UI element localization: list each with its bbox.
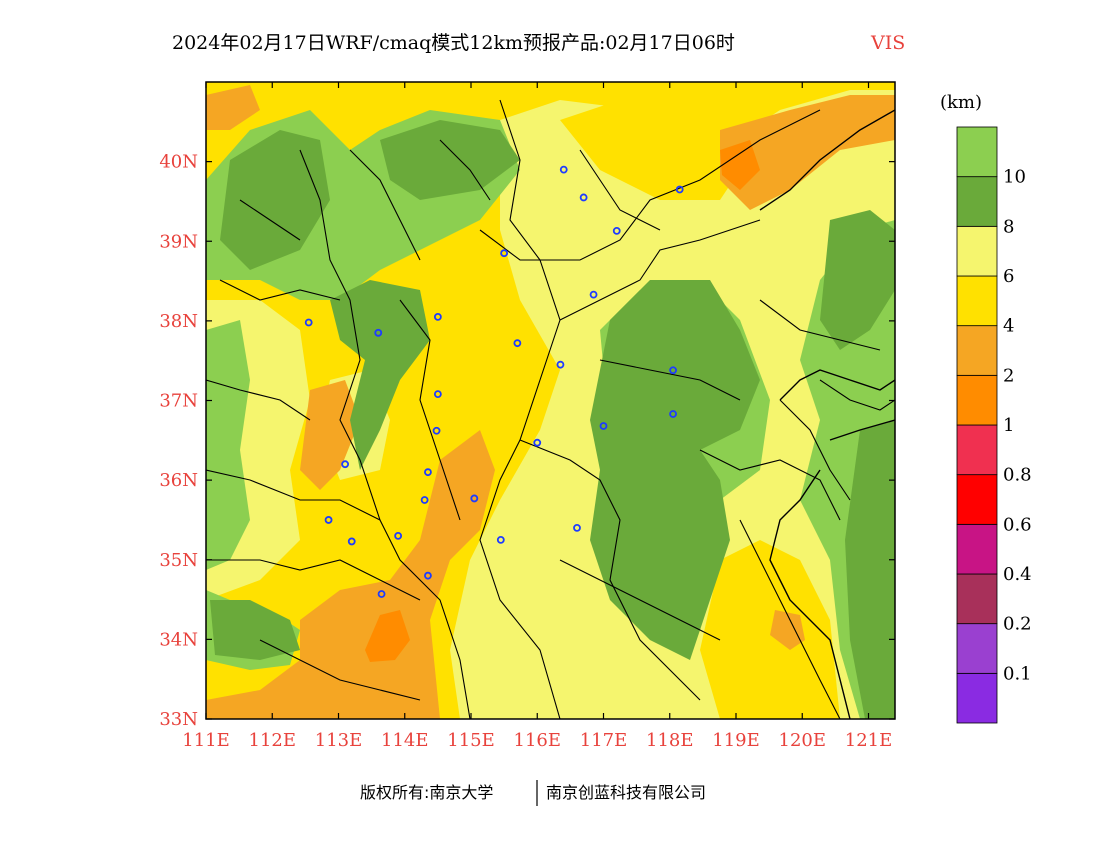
legend-swatch: [956, 126, 998, 178]
copyright-text: 版权所有:南京大学: [360, 783, 493, 802]
lon-tick-label: 116E: [514, 730, 562, 751]
station-circle-icon: [433, 390, 442, 399]
vis-region-4-6-coast: [700, 540, 840, 719]
vis-region-8-10-sea: [820, 210, 895, 350]
vis-region-10-plus-west: [206, 320, 250, 570]
province-boundaries: [206, 99, 895, 719]
station-circle-icon: [559, 165, 568, 174]
lat-tick-label: 38N: [159, 311, 198, 332]
vis-region-8-10-shandong: [590, 280, 760, 660]
station-circle-icon: [579, 193, 588, 202]
station-circle-icon: [589, 290, 598, 299]
lon-tick-label: 117E: [580, 730, 628, 751]
station-circle-icon: [433, 312, 442, 321]
legend-label: 0.1: [1003, 663, 1032, 684]
vis-region-2-4-south: [206, 430, 495, 719]
vis-region-8-10-southwest: [210, 600, 300, 660]
legend-swatch: [956, 474, 998, 525]
station-circle-icon: [669, 366, 677, 375]
station-circle-icon: [424, 468, 432, 477]
vis-region-1-2: [365, 610, 410, 662]
vis-region-2-4-northeast: [720, 95, 895, 210]
station-circle-icon: [341, 460, 350, 469]
company-text: 南京创蓝科技有限公司: [546, 783, 706, 802]
lon-tick-label: 119E: [712, 730, 760, 751]
legend-swatch: [956, 573, 998, 625]
visibility-map: [206, 82, 895, 719]
chart-title: 2024年02月17日WRF/cmaq模式12km预报产品:02月17日06时: [172, 32, 735, 54]
station-circle-icon: [513, 339, 522, 348]
vis-region-8-10-northwest: [220, 130, 330, 270]
legend-swatch: [956, 623, 998, 674]
legend-swatch: [956, 374, 998, 426]
station-circle-icon: [675, 185, 684, 194]
lat-tick-label: 39N: [159, 231, 198, 252]
lat-tick-label: 37N: [159, 391, 198, 412]
vis-region-8-10-north: [380, 120, 520, 200]
lat-tick-label: 34N: [159, 629, 198, 650]
station-circle-icon: [496, 535, 505, 544]
station-circle-icon: [599, 422, 608, 430]
station-circle-icon: [612, 226, 621, 235]
coastline: [759, 109, 895, 719]
lon-tick-label: 120E: [779, 730, 827, 751]
station-circle-icon: [573, 524, 581, 532]
lat-tick-label: 40N: [159, 152, 198, 173]
lon-tick-label: 113E: [315, 730, 363, 751]
axis-ticks: 111E 112E 113E 114E 115E 116E 117E 118E 119E 120E…: [159, 82, 895, 751]
lat-tick-label: 36N: [159, 470, 198, 491]
lat-tick-label: 35N: [159, 550, 198, 571]
legend-label: 0.4: [1003, 564, 1032, 585]
vis-region-4-6-north: [560, 100, 760, 200]
station-circle-icon: [347, 537, 356, 546]
legend-swatch: [956, 672, 998, 724]
lon-tick-label: 111E: [182, 730, 230, 751]
legend-label: 10: [1003, 167, 1026, 188]
station-circle-icon: [500, 249, 509, 258]
legend-label: 1: [1003, 415, 1014, 436]
color-legend: 0.1 0.2 0.4 0.6 0.8 1 2 4 6 8 10: [956, 126, 1032, 724]
legend-label: 0.8: [1003, 465, 1032, 486]
station-circle-icon: [424, 571, 432, 580]
station-markers: [304, 165, 684, 598]
station-circle-icon: [377, 590, 386, 598]
station-circle-icon: [533, 438, 542, 447]
vis-region-2-4-coast: [770, 610, 805, 650]
station-circle-icon: [432, 426, 441, 435]
station-circle-icon: [420, 496, 429, 504]
lon-tick-label: 118E: [646, 730, 694, 751]
station-circle-icon: [374, 328, 383, 337]
station-circle-icon: [669, 410, 677, 418]
legend-swatch: [956, 325, 998, 376]
lon-tick-label: 121E: [845, 730, 893, 751]
vis-region-1-2-northeast: [720, 140, 760, 190]
legend-label: 2: [1003, 365, 1014, 386]
variable-label: VIS: [870, 32, 905, 54]
lat-tick-label: 33N: [159, 709, 198, 730]
legend-label: 4: [1003, 316, 1014, 337]
legend-label: 6: [1003, 266, 1014, 287]
station-circle-icon: [304, 318, 313, 327]
legend-label: 0.6: [1003, 514, 1032, 535]
legend-swatch: [956, 424, 998, 476]
vis-region-2-4-northwest: [206, 85, 260, 130]
legend-swatch: [956, 225, 998, 277]
lon-tick-label: 115E: [447, 730, 495, 751]
station-circle-icon: [556, 360, 565, 369]
legend-label: 0.2: [1003, 614, 1032, 635]
lon-tick-label: 114E: [381, 730, 429, 751]
legend-unit: (km): [940, 92, 982, 113]
vis-region-2-4-west: [300, 380, 360, 490]
station-circle-icon: [470, 494, 479, 503]
station-circle-icon: [394, 531, 403, 540]
vis-region-8-10-east-strip: [845, 420, 895, 719]
legend-swatch: [956, 523, 998, 575]
legend-swatch: [956, 176, 998, 227]
legend-label: 8: [1003, 216, 1014, 237]
lon-tick-label: 112E: [249, 730, 297, 751]
station-circle-icon: [324, 516, 333, 524]
legend-swatch: [956, 275, 998, 327]
